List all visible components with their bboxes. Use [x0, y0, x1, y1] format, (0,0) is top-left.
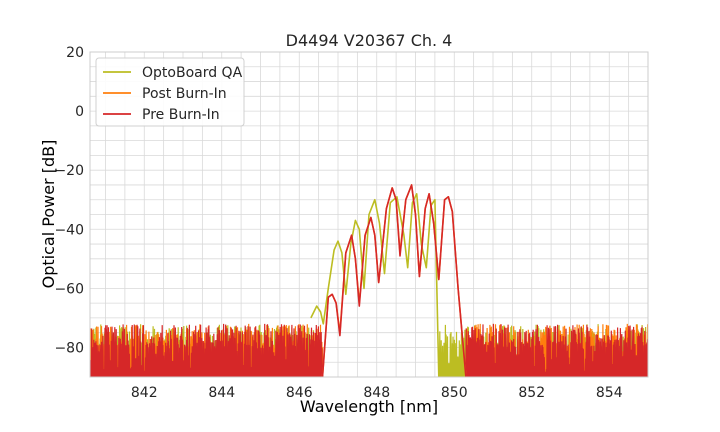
y-tick-labels: 20 0 −20 −40 −60 −80: [54, 45, 84, 356]
y-tick-label: −80: [54, 340, 84, 356]
noise-trace: [465, 323, 648, 377]
x-tick-label: 850: [441, 385, 468, 401]
legend: OptoBoard QA Post Burn-In Pre Burn-In: [95, 57, 245, 127]
y-tick-label: −60: [54, 281, 84, 297]
legend-box: [95, 57, 245, 127]
legend-label: OptoBoard QA: [142, 65, 243, 81]
series-line-pre-burn-in: [321, 184, 467, 377]
x-tick-label: 848: [363, 385, 390, 401]
legend-label: Pre Burn-In: [142, 107, 220, 123]
chart-title: D4494 V20367 Ch. 4: [286, 31, 453, 50]
y-tick-label: −40: [54, 222, 84, 238]
plot-frame: [89, 51, 649, 378]
y-tick-label: 0: [75, 104, 84, 120]
y-tick-label: −20: [54, 163, 84, 179]
x-axis-label: Wavelength [nm]: [300, 397, 438, 416]
x-tick-label: 852: [518, 385, 545, 401]
legend-label: Post Burn-In: [142, 86, 227, 102]
y-tick-label: 20: [66, 45, 84, 61]
x-tick-label: 854: [596, 385, 623, 401]
x-tick-label: 842: [131, 385, 158, 401]
noise-trace: [90, 323, 324, 377]
x-tick-labels: 842 844 846 848 850 852 854: [131, 385, 623, 401]
series-lines: [310, 184, 467, 377]
series-line-optoboard-qa: [310, 193, 440, 377]
x-tick-label: 844: [208, 385, 235, 401]
y-axis-label: Optical Power [dB]: [39, 140, 58, 289]
x-tick-label: 846: [286, 385, 313, 401]
